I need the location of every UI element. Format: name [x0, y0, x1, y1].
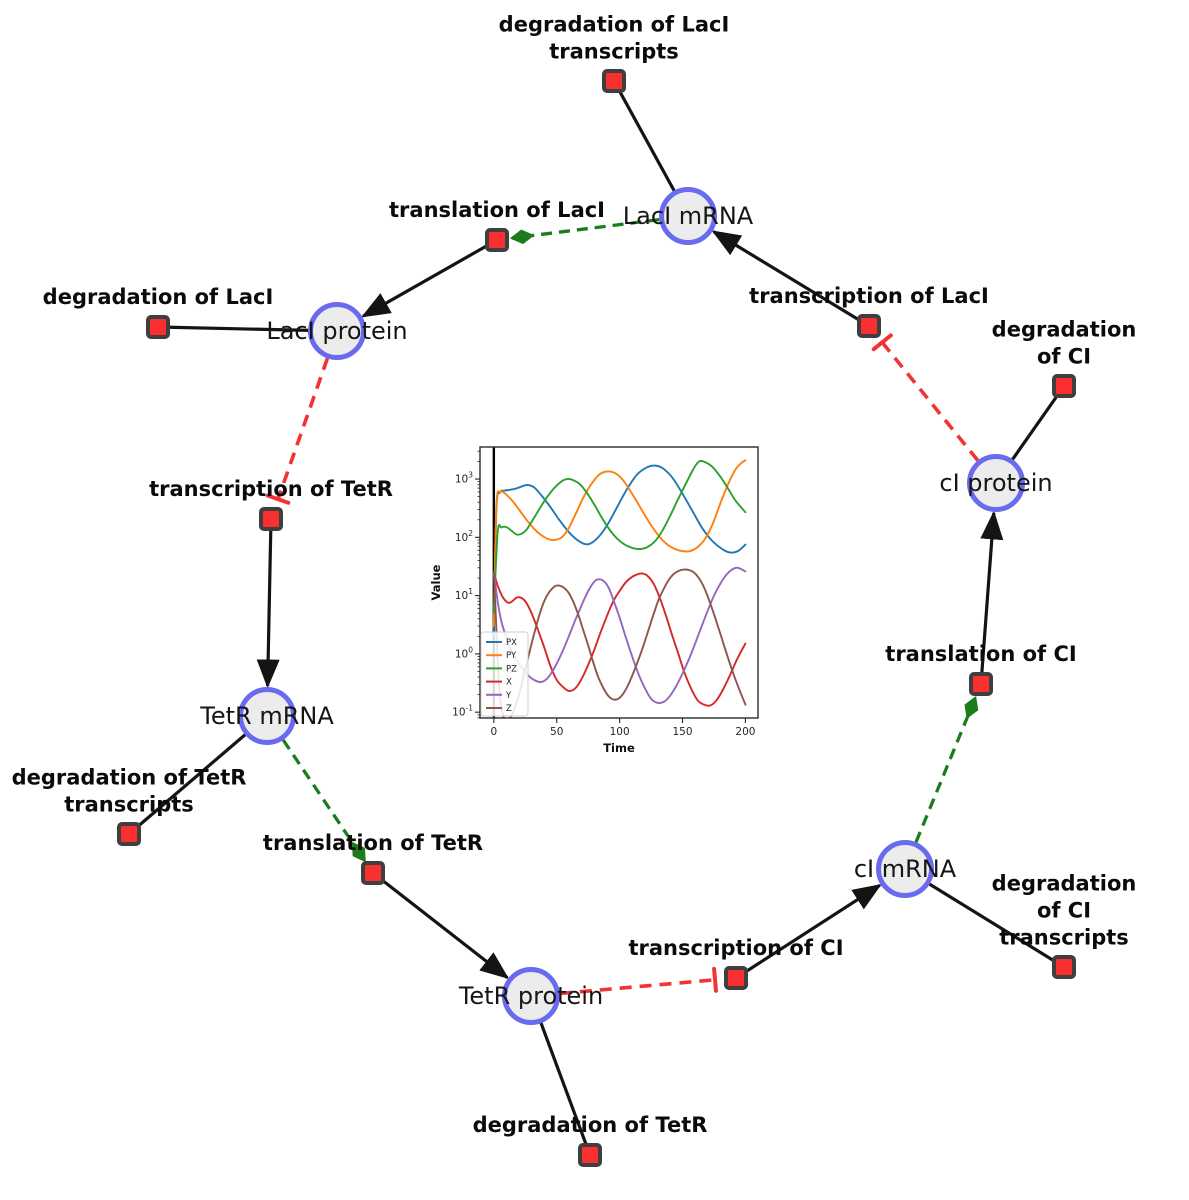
edge-transcription-laci-to-laci-mrna	[711, 230, 870, 328]
chart-legend: PX PY PZ XYZ	[480, 631, 529, 717]
y-axis-label: Value	[429, 564, 443, 600]
y-tick-1e0: 100	[455, 645, 473, 660]
x-tick-50: 50	[550, 726, 563, 738]
edge-ci-protein-to-transcription-laci	[880, 341, 980, 462]
reaction-node-deg-laci[interactable]	[146, 315, 170, 339]
edge-transcription-tetr-to-tetr-mrna	[256, 518, 280, 689]
legend-label-PX: PX	[506, 638, 517, 648]
x-axis-label: Time	[603, 741, 635, 755]
edge-translation-ci-to-ci-protein	[979, 510, 1004, 685]
edge-ci-mrna-to-translation-ci	[914, 695, 979, 843]
species-node-laci-mrna[interactable]	[659, 187, 717, 245]
legend-label-Y: Y	[505, 691, 512, 701]
reaction-label-deg-ci: degradation of CI	[991, 317, 1137, 369]
edge-transcription-ci-to-ci-mrna	[735, 883, 882, 980]
species-label-laci-protein: LacI protein	[266, 317, 408, 345]
reaction-label-translation-ci: translation of CI	[885, 642, 1077, 667]
axis-tick-labels: 0 50 100 150 200 10-1 100 101 102 103	[452, 471, 755, 738]
legend-label-PZ: PZ	[506, 664, 517, 674]
edge-laci-protein-to-deg-laci	[157, 325, 338, 333]
species-node-tetr-mrna[interactable]	[238, 687, 296, 745]
y-tick-1e2: 102	[455, 529, 473, 544]
series-PZ	[492, 459, 747, 615]
reaction-node-transcription-ci[interactable]	[724, 966, 748, 990]
axis-ticks	[475, 450, 746, 723]
chart-series-group	[492, 459, 747, 718]
series-PX	[492, 464, 747, 638]
reaction-label-deg-laci: degradation of LacI	[42, 285, 274, 310]
reaction-node-deg-tetr[interactable]	[578, 1143, 602, 1167]
species-label-tetr-mrna: TetR mRNA	[200, 702, 334, 730]
plot-spines	[479, 446, 759, 719]
reaction-node-deg-tetr-transcripts[interactable]	[117, 822, 141, 846]
y-tick-1e1: 101	[455, 587, 473, 602]
species-label-ci-protein: cI protein	[939, 469, 1053, 497]
x-tick-0: 0	[490, 726, 497, 738]
species-label-laci-mrna: LacI mRNA	[622, 202, 754, 230]
reaction-node-deg-ci[interactable]	[1052, 374, 1076, 398]
reaction-node-deg-laci-transcripts[interactable]	[602, 69, 626, 93]
species-node-ci-protein[interactable]	[967, 454, 1025, 512]
edge-translation-tetr-to-tetr-protein	[372, 871, 510, 980]
x-tick-150: 150	[673, 726, 693, 738]
y-tick-1e3: 103	[455, 471, 473, 486]
reaction-node-transcription-tetr[interactable]	[259, 507, 283, 531]
species-node-laci-protein[interactable]	[308, 302, 366, 360]
x-tick-100: 100	[610, 726, 630, 738]
edge-translation-laci-to-laci-protein	[361, 238, 498, 318]
species-node-tetr-protein[interactable]	[502, 967, 560, 1025]
inhibition-tbar-tetr-protein	[712, 966, 718, 993]
reaction-label-transcription-ci: transcription of CI	[628, 936, 844, 961]
species-label-ci-mrna: cI mRNA	[853, 855, 957, 883]
reaction-label-transcription-laci: transcription of LacI	[749, 284, 989, 309]
species-node-ci-mrna[interactable]	[876, 840, 934, 898]
legend-label-X: X	[506, 678, 512, 688]
inset-chart: 0 50 100 150 20010-1100101102103TimeValuePXP…	[428, 422, 780, 766]
reaction-label-deg-ci-transcripts: degradation of CI transcripts	[991, 871, 1137, 950]
reaction-node-translation-tetr[interactable]	[361, 861, 385, 885]
reaction-node-translation-ci[interactable]	[969, 672, 993, 696]
reaction-node-deg-ci-transcripts[interactable]	[1052, 955, 1076, 979]
edge-tetr-mrna-to-deg-tetr-transcripts	[127, 714, 269, 836]
species-label-tetr-protein: TetR protein	[458, 982, 604, 1010]
reaction-node-transcription-laci[interactable]	[857, 314, 881, 338]
reaction-label-translation-laci: translation of LacI	[389, 198, 605, 223]
reaction-label-transcription-tetr: transcription of TetR	[149, 477, 393, 502]
series-PY	[492, 459, 747, 628]
edge-laci-protein-to-transcription-tetr	[276, 357, 330, 500]
reaction-label-translation-tetr: translation of TetR	[262, 831, 484, 856]
series-X	[492, 571, 747, 707]
x-tick-200: 200	[735, 726, 755, 738]
legend-label-Z: Z	[506, 704, 512, 714]
reaction-node-translation-laci[interactable]	[485, 228, 509, 252]
edge-ci-mrna-to-deg-ci-transcripts	[904, 867, 1065, 969]
y-tick-1e-1: 10-1	[452, 704, 473, 719]
legend-label-PY: PY	[506, 651, 517, 661]
edge-tetr-mrna-to-translation-tetr	[281, 739, 366, 863]
reaction-label-deg-tetr: degradation of TetR	[472, 1113, 708, 1138]
edge-laci-mrna-to-translation-laci	[509, 217, 660, 245]
reaction-label-deg-tetr-transcripts: degradation of TetR transcripts	[11, 765, 247, 817]
edge-tetr-protein-to-transcription-ci	[559, 978, 716, 996]
reaction-label-deg-laci-transcripts: degradation of LacI transcripts	[498, 12, 730, 64]
